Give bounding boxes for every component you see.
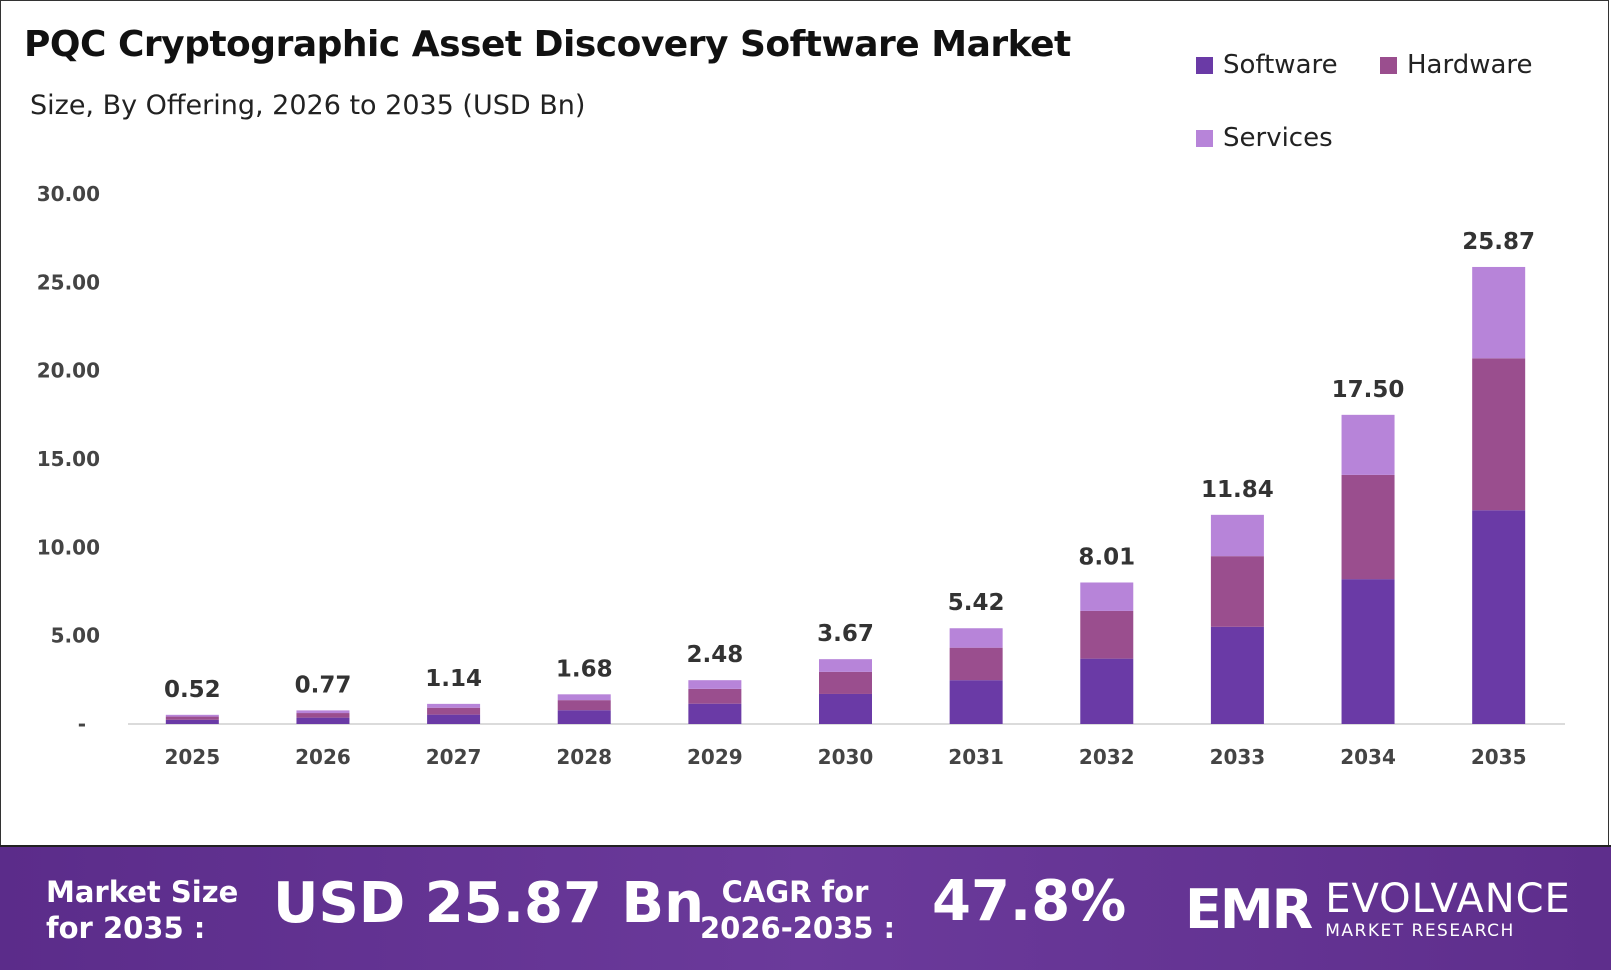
cagr-value: 47.8% [932, 869, 1127, 934]
bar-total-label: 11.84 [1201, 477, 1274, 503]
legend-swatch-hardware [1380, 56, 1397, 74]
bar-segment-services [688, 680, 742, 689]
legend-item-hardware: Hardware [1380, 50, 1533, 80]
x-tick-label: 2027 [426, 745, 482, 769]
chart-title: PQC Cryptographic Asset Discovery Softwa… [24, 24, 1071, 65]
bar-segment-software [1341, 579, 1395, 724]
x-tick-label: 2034 [1340, 745, 1396, 769]
bar-segment-software [296, 717, 350, 724]
bar-segment-software [165, 719, 219, 724]
y-tick-label: 15.00 [37, 447, 100, 471]
y-tick-label: - [78, 712, 86, 736]
bar-segment-hardware [688, 688, 742, 704]
summary-footer: Market Size for 2035 : USD 25.87 Bn CAGR… [0, 845, 1611, 970]
bar-segment-hardware [1472, 358, 1526, 511]
bar-segment-software [688, 703, 742, 724]
bar-total-label: 8.01 [1078, 544, 1135, 570]
bar-segment-hardware [1210, 556, 1264, 627]
legend-swatch-services [1196, 129, 1213, 147]
bar-segment-services [1080, 582, 1134, 611]
bar-total-label: 17.50 [1332, 377, 1405, 403]
bar-segment-hardware [1080, 610, 1134, 659]
bar-total-label: 1.68 [556, 656, 613, 682]
logo-name: EVOLVANCE [1325, 875, 1571, 922]
bar-segment-hardware [819, 671, 872, 694]
bar-segment-software [1080, 658, 1134, 724]
bar-segment-services [296, 710, 350, 714]
x-tick-label: 2030 [818, 745, 874, 769]
market-size-label-line1: Market Size [46, 875, 239, 909]
bar-total-label: 3.67 [817, 621, 874, 647]
bar-segment-hardware [165, 716, 219, 720]
bar-segment-services [819, 659, 872, 672]
y-tick-label: 30.00 [37, 182, 100, 206]
bar-segment-software [1472, 510, 1526, 724]
bar-total-label: 0.77 [295, 672, 352, 698]
bar-segment-hardware [296, 713, 350, 718]
x-tick-label: 2029 [687, 745, 743, 769]
market-size-value: USD 25.87 Bn [273, 871, 704, 936]
x-tick-label: 2025 [164, 745, 220, 769]
bar-total-label: 5.42 [948, 590, 1005, 616]
bar-segment-software [949, 680, 1003, 724]
x-tick-label: 2032 [1079, 745, 1135, 769]
x-tick-label: 2028 [556, 745, 612, 769]
x-tick-label: 2033 [1210, 745, 1266, 769]
logo-text: EVOLVANCE MARKET RESEARCH [1325, 879, 1571, 940]
bar-segment-services [165, 714, 219, 717]
emr-logo-mark: EMR [1185, 877, 1313, 941]
x-tick-label: 2031 [948, 745, 1004, 769]
market-size-label: Market Size for 2035 : [46, 874, 238, 946]
stacked-bar-chart: - 5.00 10.00 15.00 20.00 25.00 30.00 0.52 2025 0.… [37, 182, 1565, 769]
evolvance-logo: EMR EVOLVANCE MARKET RESEARCH [1185, 867, 1571, 951]
bar-segment-services [1472, 266, 1526, 359]
y-tick-label: 10.00 [37, 535, 100, 559]
x-tick-label: 2035 [1471, 745, 1527, 769]
bar-total-label: 25.87 [1462, 229, 1535, 255]
bar-segment-hardware [1341, 474, 1395, 580]
y-tick-label: 5.00 [51, 624, 100, 648]
bar-segment-software [1210, 626, 1264, 724]
bar-segment-hardware [427, 707, 481, 715]
legend-swatch-software [1196, 56, 1213, 74]
bar-total-label: 1.14 [425, 666, 482, 692]
cagr-label-line2: 2026-2035 : [700, 911, 896, 945]
legend-label-services: Services [1223, 123, 1333, 153]
chart-subtitle: Size, By Offering, 2026 to 2035 (USD Bn) [30, 90, 586, 121]
market-size-label-line2: for 2035 : [46, 911, 206, 945]
y-tick-label: 25.00 [37, 270, 100, 294]
y-tick-label: 20.00 [37, 359, 100, 383]
bar-segment-software [427, 714, 481, 724]
bar-segment-services [1210, 514, 1264, 557]
bar-segment-services [557, 694, 611, 701]
bar-segment-hardware [949, 647, 1003, 681]
cagr-label-line1: CAGR for [721, 875, 869, 909]
bar-segment-software [819, 693, 872, 724]
cagr-label: CAGR for 2026-2035 : [700, 874, 896, 946]
legend-item-services: Services [1196, 123, 1333, 153]
legend-label-hardware: Hardware [1407, 50, 1533, 80]
bar-segment-software [557, 710, 611, 724]
legend-label-software: Software [1223, 50, 1338, 80]
logo-sub: MARKET RESEARCH [1325, 920, 1515, 941]
bar-segment-services [949, 628, 1003, 648]
x-tick-label: 2026 [295, 745, 351, 769]
bar-total-label: 0.52 [164, 677, 221, 703]
bar-total-label: 2.48 [686, 642, 743, 668]
bar-segment-services [427, 703, 481, 708]
bar-segment-hardware [557, 700, 611, 711]
bar-segment-services [1341, 414, 1395, 475]
legend-item-software: Software [1196, 50, 1338, 80]
